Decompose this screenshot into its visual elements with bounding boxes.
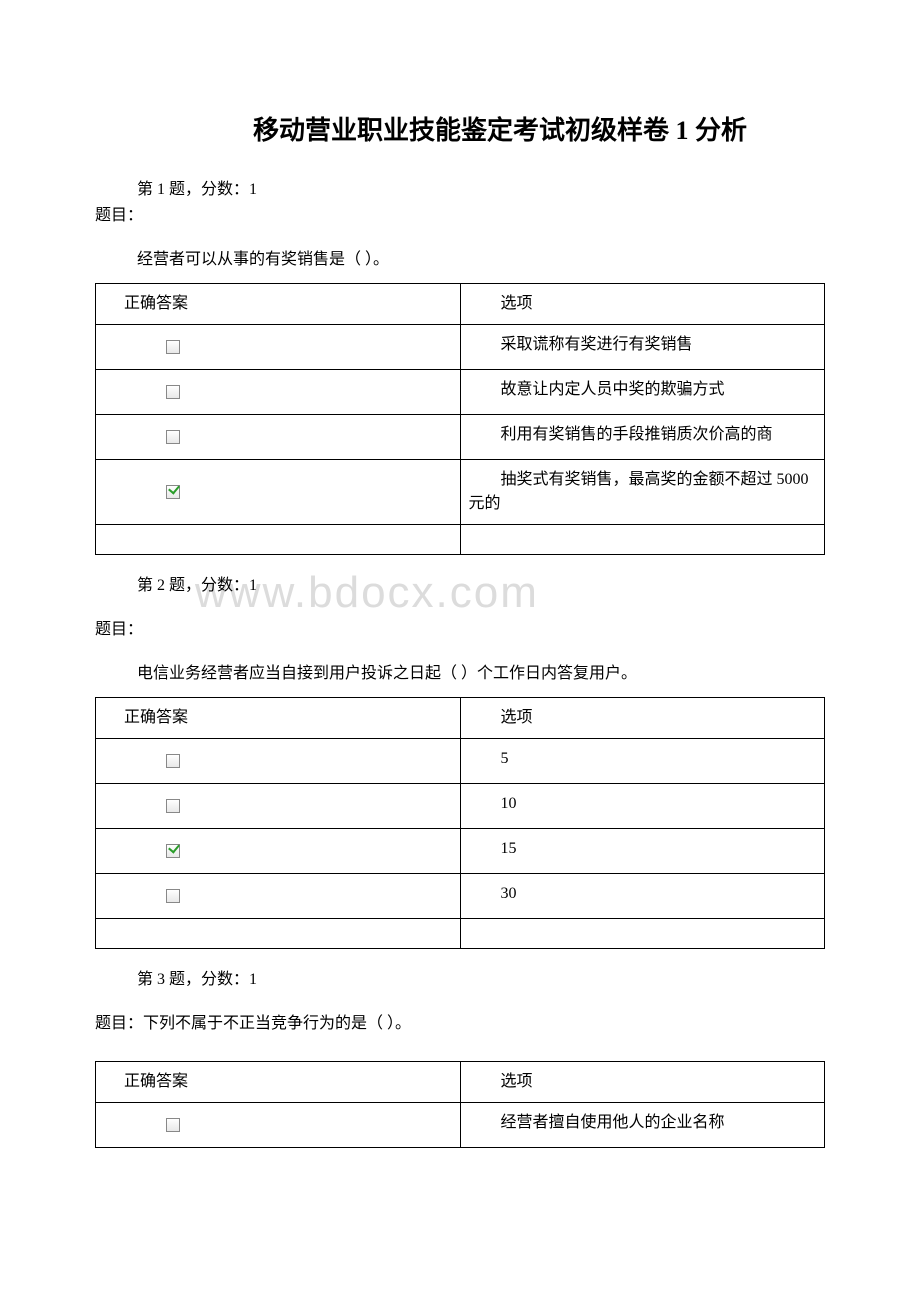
table-row: 利用有奖销售的手段推销质次价高的商 xyxy=(96,415,825,460)
checkbox-icon[interactable] xyxy=(166,1118,180,1132)
empty-cell xyxy=(96,525,461,555)
table-header-row: 正确答案 选项 xyxy=(96,284,825,325)
table-header-row: 正确答案 选项 xyxy=(96,698,825,739)
answer-cell xyxy=(96,325,461,370)
q3-header: 第 3 题，分数：1 xyxy=(137,965,825,989)
answer-cell xyxy=(96,784,461,829)
q2-header: 第 2 题，分数：1 xyxy=(137,571,825,595)
option-cell: 采取谎称有奖进行有奖销售 xyxy=(460,325,825,370)
q1-label: 题目： xyxy=(95,201,825,225)
col-answer: 正确答案 xyxy=(96,1062,461,1103)
q1-table: 正确答案 选项 采取谎称有奖进行有奖销售 故意让内定人员中奖的欺骗方式 利用有奖… xyxy=(95,283,825,555)
table-header-row: 正确答案 选项 xyxy=(96,1062,825,1103)
checkbox-checked-icon[interactable] xyxy=(166,485,180,499)
table-row: 5 xyxy=(96,739,825,784)
q2-table: 正确答案 选项 5 10 15 30 xyxy=(95,697,825,949)
q3-table: 正确答案 选项 经营者擅自使用他人的企业名称 xyxy=(95,1061,825,1148)
table-empty-row xyxy=(96,919,825,949)
empty-cell xyxy=(460,525,825,555)
document-title: 移动营业职业技能鉴定考试初级样卷 1 分析 xyxy=(95,110,825,147)
option-cell: 5 xyxy=(460,739,825,784)
option-cell: 15 xyxy=(460,829,825,874)
checkbox-checked-icon[interactable] xyxy=(166,844,180,858)
option-cell: 30 xyxy=(460,874,825,919)
answer-cell xyxy=(96,415,461,460)
q1-text: 经营者可以从事的有奖销售是（ ）。 xyxy=(137,245,825,269)
answer-cell xyxy=(96,370,461,415)
col-option: 选项 xyxy=(460,284,825,325)
col-option: 选项 xyxy=(460,1062,825,1103)
option-cell: 故意让内定人员中奖的欺骗方式 xyxy=(460,370,825,415)
q3-label-text: 题目：下列不属于不正当竞争行为的是（ ）。 xyxy=(95,1009,825,1033)
answer-cell xyxy=(96,1103,461,1148)
table-row: 30 xyxy=(96,874,825,919)
table-row: 采取谎称有奖进行有奖销售 xyxy=(96,325,825,370)
q2-text: 电信业务经营者应当自接到用户投诉之日起（ ）个工作日内答复用户。 xyxy=(137,659,825,683)
checkbox-icon[interactable] xyxy=(166,754,180,768)
table-row: 故意让内定人员中奖的欺骗方式 xyxy=(96,370,825,415)
q2-label: 题目： xyxy=(95,615,825,639)
answer-cell xyxy=(96,829,461,874)
table-row: 抽奖式有奖销售，最高奖的金额不超过 5000 元的 xyxy=(96,460,825,525)
checkbox-icon[interactable] xyxy=(166,799,180,813)
answer-cell xyxy=(96,739,461,784)
checkbox-icon[interactable] xyxy=(166,340,180,354)
document-content: 移动营业职业技能鉴定考试初级样卷 1 分析 第 1 题，分数：1 题目： 经营者… xyxy=(95,110,825,1148)
option-cell: 10 xyxy=(460,784,825,829)
table-row: 经营者擅自使用他人的企业名称 xyxy=(96,1103,825,1148)
table-row: 10 xyxy=(96,784,825,829)
q1-header: 第 1 题，分数：1 xyxy=(137,175,825,199)
checkbox-icon[interactable] xyxy=(166,430,180,444)
checkbox-icon[interactable] xyxy=(166,889,180,903)
table-empty-row xyxy=(96,525,825,555)
col-answer: 正确答案 xyxy=(96,698,461,739)
option-cell: 经营者擅自使用他人的企业名称 xyxy=(460,1103,825,1148)
table-row: 15 xyxy=(96,829,825,874)
empty-cell xyxy=(460,919,825,949)
checkbox-icon[interactable] xyxy=(166,385,180,399)
empty-cell xyxy=(96,919,461,949)
col-answer: 正确答案 xyxy=(96,284,461,325)
answer-cell xyxy=(96,460,461,525)
col-option: 选项 xyxy=(460,698,825,739)
answer-cell xyxy=(96,874,461,919)
option-cell: 利用有奖销售的手段推销质次价高的商 xyxy=(460,415,825,460)
option-cell: 抽奖式有奖销售，最高奖的金额不超过 5000 元的 xyxy=(460,460,825,525)
